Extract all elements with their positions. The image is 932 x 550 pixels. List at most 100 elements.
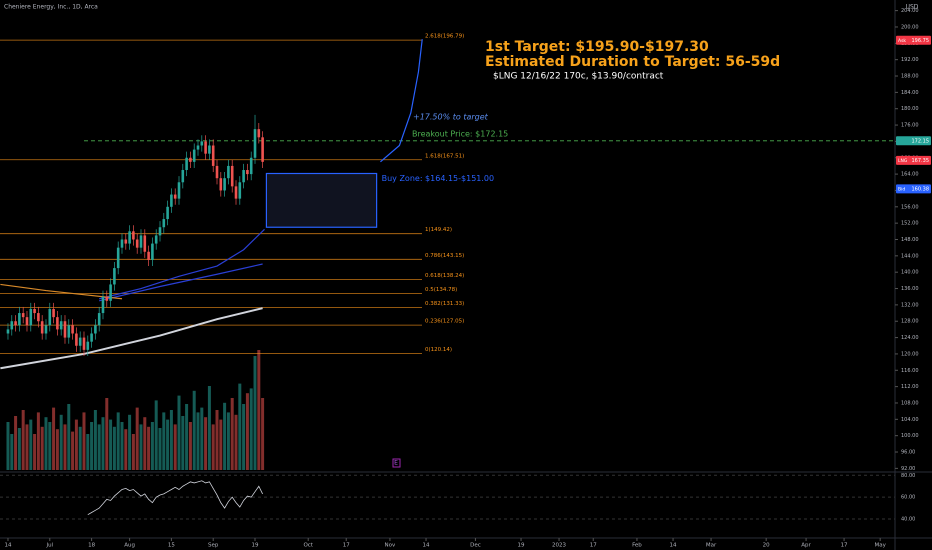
- volume-bar: [128, 414, 132, 470]
- volume-bar: [112, 426, 116, 470]
- duration: Estimated Duration to Target: 56-59d: [485, 54, 780, 70]
- candle-body: [75, 333, 78, 346]
- axis-tag-name: LNG: [898, 158, 908, 164]
- candle-body: [223, 178, 226, 191]
- volume-bar: [36, 412, 40, 470]
- volume-bar: [223, 402, 227, 470]
- y-tick-label: 120.00: [901, 351, 919, 357]
- axis-tag-name: Ask: [898, 38, 906, 44]
- y-tick-label: 200.00: [901, 24, 919, 30]
- volume-bar: [207, 386, 211, 470]
- x-tick-label: 20: [763, 543, 770, 549]
- rsi-tick-label: 80.00: [901, 473, 915, 479]
- y-tick-label: 192.00: [901, 57, 919, 63]
- candle-body: [249, 157, 253, 175]
- candle-body: [128, 231, 131, 244]
- volume-bar: [109, 419, 113, 470]
- candle-body: [113, 268, 116, 285]
- candle-body: [82, 337, 86, 350]
- x-tick-label: Oct: [303, 543, 313, 549]
- x-tick-label: 2023: [552, 543, 566, 549]
- candle-body: [189, 157, 192, 162]
- volume-bar: [44, 417, 48, 470]
- y-tick-label: 156.00: [901, 204, 919, 210]
- x-tick-label: 19: [518, 543, 525, 549]
- candle-body: [139, 235, 143, 248]
- y-tick-label: 152.00: [901, 221, 919, 227]
- volume-bar: [245, 393, 249, 470]
- volume-bar: [48, 422, 52, 470]
- volume-bar: [261, 398, 265, 470]
- volume-bar: [55, 429, 59, 470]
- volume-bar: [124, 429, 128, 470]
- y-tick-label: 112.00: [901, 384, 919, 390]
- candle-body: [56, 317, 59, 330]
- candle-body: [10, 321, 14, 330]
- axis-tag-value: 167.35: [912, 158, 930, 164]
- target-title: 1st Target: $195.90-$197.30: [485, 39, 709, 55]
- volume-bar: [200, 407, 204, 470]
- volume-bar: [86, 434, 90, 470]
- volume-bar: [6, 422, 10, 470]
- candle-body: [238, 182, 242, 199]
- volume-bar: [169, 410, 173, 470]
- axis-tag-name: Bid: [898, 186, 905, 192]
- x-tick-label: 14: [670, 543, 677, 549]
- volume-bar: [71, 431, 75, 470]
- volume-bar: [14, 416, 18, 470]
- y-tick-label: 184.00: [901, 90, 919, 96]
- candle-body: [105, 296, 109, 301]
- axis-tag: [896, 184, 931, 194]
- volume-bar: [177, 395, 181, 470]
- earnings-marker: E: [394, 460, 398, 467]
- overlay-line: [0, 307, 263, 370]
- volume-bar: [196, 412, 200, 470]
- candle-body: [59, 321, 63, 330]
- volume-bar: [242, 404, 246, 470]
- volume-bar: [158, 428, 162, 470]
- candle-body: [242, 170, 245, 183]
- volume-bar: [162, 412, 166, 470]
- x-tick-label: 17: [841, 543, 848, 549]
- candle-body: [97, 313, 101, 326]
- x-tick-label: Dec: [470, 543, 481, 549]
- x-tick-label: 15: [168, 543, 175, 549]
- rsi-line: [87, 480, 263, 516]
- candle-body: [200, 141, 204, 146]
- candle-body: [21, 313, 25, 318]
- candle-body: [261, 137, 264, 162]
- volume-bar: [139, 424, 143, 470]
- fib-label: 0.382(131.33): [425, 301, 464, 307]
- volume-bar: [253, 356, 257, 470]
- volume-bar: [230, 398, 234, 470]
- contract: $LNG 12/16/22 170c, $13.90/contract: [493, 72, 664, 82]
- candle-body: [109, 284, 112, 301]
- candle-body: [37, 313, 40, 322]
- candle-body: [71, 325, 74, 334]
- volume-bar: [150, 422, 154, 470]
- volume-bar: [78, 426, 82, 470]
- axis-tag-value: 196.75: [912, 38, 930, 44]
- volume-bar: [234, 414, 238, 470]
- fib-label: 1.618(167.51): [425, 153, 464, 159]
- overlay-line: [99, 228, 265, 300]
- volume-bar: [147, 426, 151, 470]
- fib-label: 1(149.42): [425, 227, 452, 233]
- candle-body: [162, 219, 166, 228]
- y-tick-label: 104.00: [901, 417, 919, 423]
- fib-label: 0.5(134.78): [425, 287, 457, 293]
- candle-body: [14, 321, 17, 326]
- candle-body: [120, 239, 124, 248]
- volume-bar: [143, 417, 147, 470]
- candle-body: [94, 325, 97, 334]
- volume-bar: [10, 434, 14, 470]
- x-tick-label: Sep: [208, 543, 219, 549]
- candle-body: [116, 247, 120, 269]
- y-tick-label: 140.00: [901, 270, 919, 276]
- volume-bar: [97, 424, 101, 470]
- buy-zone: [265, 172, 378, 228]
- volume-bar: [204, 417, 208, 470]
- volume-bar: [192, 390, 196, 470]
- candle-body: [86, 341, 90, 350]
- fib-label: 0(120.14): [425, 347, 452, 353]
